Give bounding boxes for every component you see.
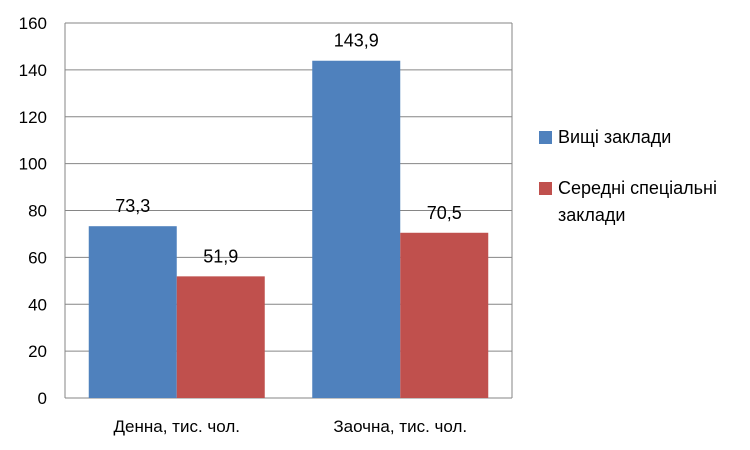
y-tick-label: 40	[28, 295, 47, 314]
y-tick-label: 0	[38, 389, 47, 408]
y-tick-label: 140	[19, 61, 47, 80]
legend-item-series-1: Вищі заклади	[539, 124, 744, 151]
bars	[88, 60, 489, 398]
y-tick-label: 120	[19, 108, 47, 127]
y-tick-label: 60	[28, 248, 47, 267]
legend-label-series-1: Вищі заклади	[558, 127, 672, 147]
y-tick-label: 20	[28, 342, 47, 361]
legend: Вищі заклади Середні спеціальні заклади	[539, 124, 744, 253]
legend-swatch-series-1	[539, 131, 552, 144]
x-axis-categories: Денна, тис. чол. Заочна, тис. чол.	[114, 417, 468, 436]
data-label: 143,9	[334, 31, 379, 51]
data-label: 51,9	[203, 246, 238, 266]
bar-2-1	[176, 276, 265, 398]
data-label: 70,5	[427, 203, 462, 223]
legend-item-series-2: Середні спеціальні заклади	[539, 175, 744, 229]
y-tick-label: 100	[19, 155, 47, 174]
x-category-label: Заочна, тис. чол.	[333, 417, 467, 436]
y-tick-label: 160	[19, 14, 47, 33]
y-axis-ticks: 0 20 40 60 80 100 120 140 160	[19, 14, 47, 408]
bar-1-2	[312, 60, 401, 398]
x-category-label: Денна, тис. чол.	[114, 417, 240, 436]
bar-1-1	[88, 226, 177, 398]
data-labels: 73,3 51,9 143,9 70,5	[115, 31, 462, 267]
bar-2-2	[400, 232, 489, 398]
data-label: 73,3	[115, 196, 150, 216]
legend-swatch-series-2	[539, 182, 552, 195]
y-tick-label: 80	[28, 202, 47, 221]
legend-label-series-2: Середні спеціальні заклади	[558, 178, 717, 225]
